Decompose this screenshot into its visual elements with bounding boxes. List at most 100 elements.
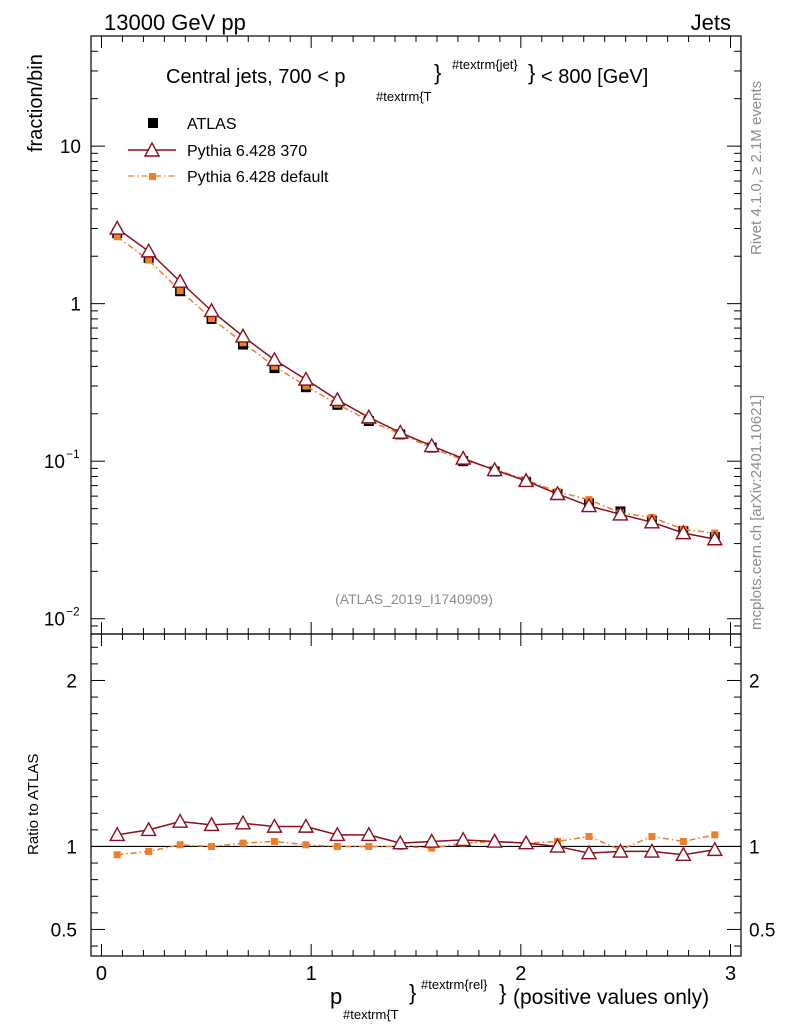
chart-title-main: Central jets, 700 < p xyxy=(166,66,346,88)
ratio-pythia-370-point xyxy=(329,826,346,842)
legend-marker-pythia-370 xyxy=(143,141,161,157)
ratio-pythia-370-point xyxy=(580,844,598,860)
ratio-pythia-370-point xyxy=(171,813,189,828)
ratio-pythia-default-line xyxy=(117,834,715,856)
ratio-tick-label-left: 2 xyxy=(66,671,77,692)
energy-label: 13000 GeV pp xyxy=(104,10,246,35)
ratio-pythia-370-line xyxy=(117,820,715,856)
ratio-pythia-370-point xyxy=(392,834,409,850)
ratio-axis-label: Ratio to ATLAS xyxy=(25,754,42,855)
x-tick-label: 0 xyxy=(96,963,107,985)
y-tick-label: 10 xyxy=(60,137,81,158)
y-tick-label: 10 −1 xyxy=(44,447,80,473)
pythia-370-point xyxy=(612,505,629,521)
legend-label-atlas: ATLAS xyxy=(187,116,237,133)
ratio-tick-label-right: 2 xyxy=(749,671,760,692)
ratio-pythia-default-point xyxy=(365,842,373,850)
pythia-370-point xyxy=(486,461,503,477)
ratio-pythia-370-point xyxy=(517,834,535,850)
x-tick-label: 2 xyxy=(515,963,526,985)
y-tick-label-base: 10 xyxy=(60,137,81,158)
ratio-pythia-default-point xyxy=(585,832,593,840)
pythia-default-point xyxy=(208,314,216,322)
pythia-370-point xyxy=(140,242,157,258)
ratio-pythia-370-point xyxy=(549,838,566,853)
y-tick-label-base: 10 xyxy=(44,452,65,473)
x-axis-label-superscript: #textrm{rel} xyxy=(421,977,488,992)
x-axis-label-main: p xyxy=(330,984,342,1009)
x-tick-label: 3 xyxy=(725,963,736,985)
ratio-pythia-default-point xyxy=(428,844,436,852)
ratio-pythia-370-point xyxy=(140,821,157,837)
chart-title: Central jets, 700 < p #textrm{T #textrm{… xyxy=(166,57,648,104)
pythia-default-point xyxy=(270,362,278,370)
ratio-pythia-default-point xyxy=(176,841,184,849)
ratio-pythia-370-point xyxy=(706,841,723,857)
ratio-pythia-default-point xyxy=(113,851,121,859)
y-tick-label-exponent: −1 xyxy=(66,447,80,461)
pythia-370-point xyxy=(643,513,661,529)
ratio-pythia-370-point xyxy=(266,818,283,833)
ratio-pythia-370-point xyxy=(675,846,692,862)
ratio-pythia-default-point xyxy=(239,839,247,847)
pythia-default-point xyxy=(302,382,310,390)
ratio-pythia-default-point xyxy=(333,842,341,850)
x-axis-label-end: (positive values only) xyxy=(513,986,709,1009)
y-axis-label: fraction/bin xyxy=(25,54,47,152)
pythia-default-point xyxy=(239,339,247,347)
ratio-pythia-370-point xyxy=(234,814,252,830)
ratio-pythia-370-point xyxy=(203,816,220,832)
pythia-370-point xyxy=(203,302,220,318)
chart-title-brace: } xyxy=(434,60,441,85)
pythia-370-point xyxy=(549,485,566,501)
y-tick-label-exponent: −2 xyxy=(66,605,80,619)
legend: ATLAS Pythia 6.428 370 Pythia 6.428 defa… xyxy=(128,116,329,186)
ratio-pythia-370-point xyxy=(297,818,315,833)
pythia-default-line xyxy=(116,236,715,534)
ratio-pythia-370-point xyxy=(423,833,440,848)
pythia-370-point xyxy=(675,524,692,540)
y-tick-label: 1 xyxy=(70,295,81,316)
pythia-370-point xyxy=(360,408,378,424)
pythia-370-line xyxy=(116,227,715,540)
x-axis-label-subscript: #textrm{T xyxy=(343,1007,399,1022)
ratio-tick-label-left: 0.5 xyxy=(51,920,77,941)
analysis-id-label: (ATLAS_2019_I1740909) xyxy=(335,591,493,607)
pythia-370-point xyxy=(392,424,409,439)
ratio-pythia-370-point xyxy=(360,826,378,842)
legend-label-pythia-370: Pythia 6.428 370 xyxy=(187,143,307,160)
pythia-370-point xyxy=(171,273,189,288)
ratio-pythia-370-point xyxy=(486,833,503,848)
pythia-370-point xyxy=(266,351,283,367)
legend-label-pythia-default: Pythia 6.428 default xyxy=(187,169,329,186)
pythia-default-point xyxy=(176,287,184,295)
pythia-370-point xyxy=(706,530,723,546)
x-tick-label: 1 xyxy=(306,963,317,985)
ratio-pythia-default-point xyxy=(208,842,216,850)
ratio-pythia-default-point xyxy=(270,837,278,845)
ratio-tick-label-right: 0.5 xyxy=(749,920,775,941)
pythia-370-point xyxy=(329,391,346,407)
ratio-pythia-370-point xyxy=(643,842,661,858)
ratio-panel-frame xyxy=(90,633,742,957)
ratio-pythia-default-point xyxy=(145,847,153,855)
legend-marker-pythia-default xyxy=(149,173,156,180)
rivet-version-label: Rivet 4.1.0, ≥ 2.1M events xyxy=(748,81,765,255)
mcplots-reference-label: mcplots.cern.ch [arXiv:2401.10621] xyxy=(748,395,765,630)
ratio-pythia-default-point xyxy=(679,837,687,845)
pythia-370-point xyxy=(297,371,315,386)
ratio-pythia-370-point xyxy=(454,831,472,847)
ratio-pythia-default-point xyxy=(648,832,656,840)
chart-title-brace-2: } xyxy=(528,60,535,85)
pythia-default-point xyxy=(113,233,121,241)
chart-title-end: < 800 [GeV] xyxy=(541,66,648,88)
chart-title-subscript: #textrm{T xyxy=(376,89,432,104)
pythia-370-point xyxy=(423,437,440,453)
pythia-370-point xyxy=(109,220,126,235)
ratio-tick-label-left: 1 xyxy=(66,837,77,858)
pythia-370-point xyxy=(454,450,472,465)
y-tick-label-base: 1 xyxy=(70,295,81,316)
category-label: Jets xyxy=(691,10,731,35)
chart-title-superscript: #textrm{jet} xyxy=(452,57,518,72)
